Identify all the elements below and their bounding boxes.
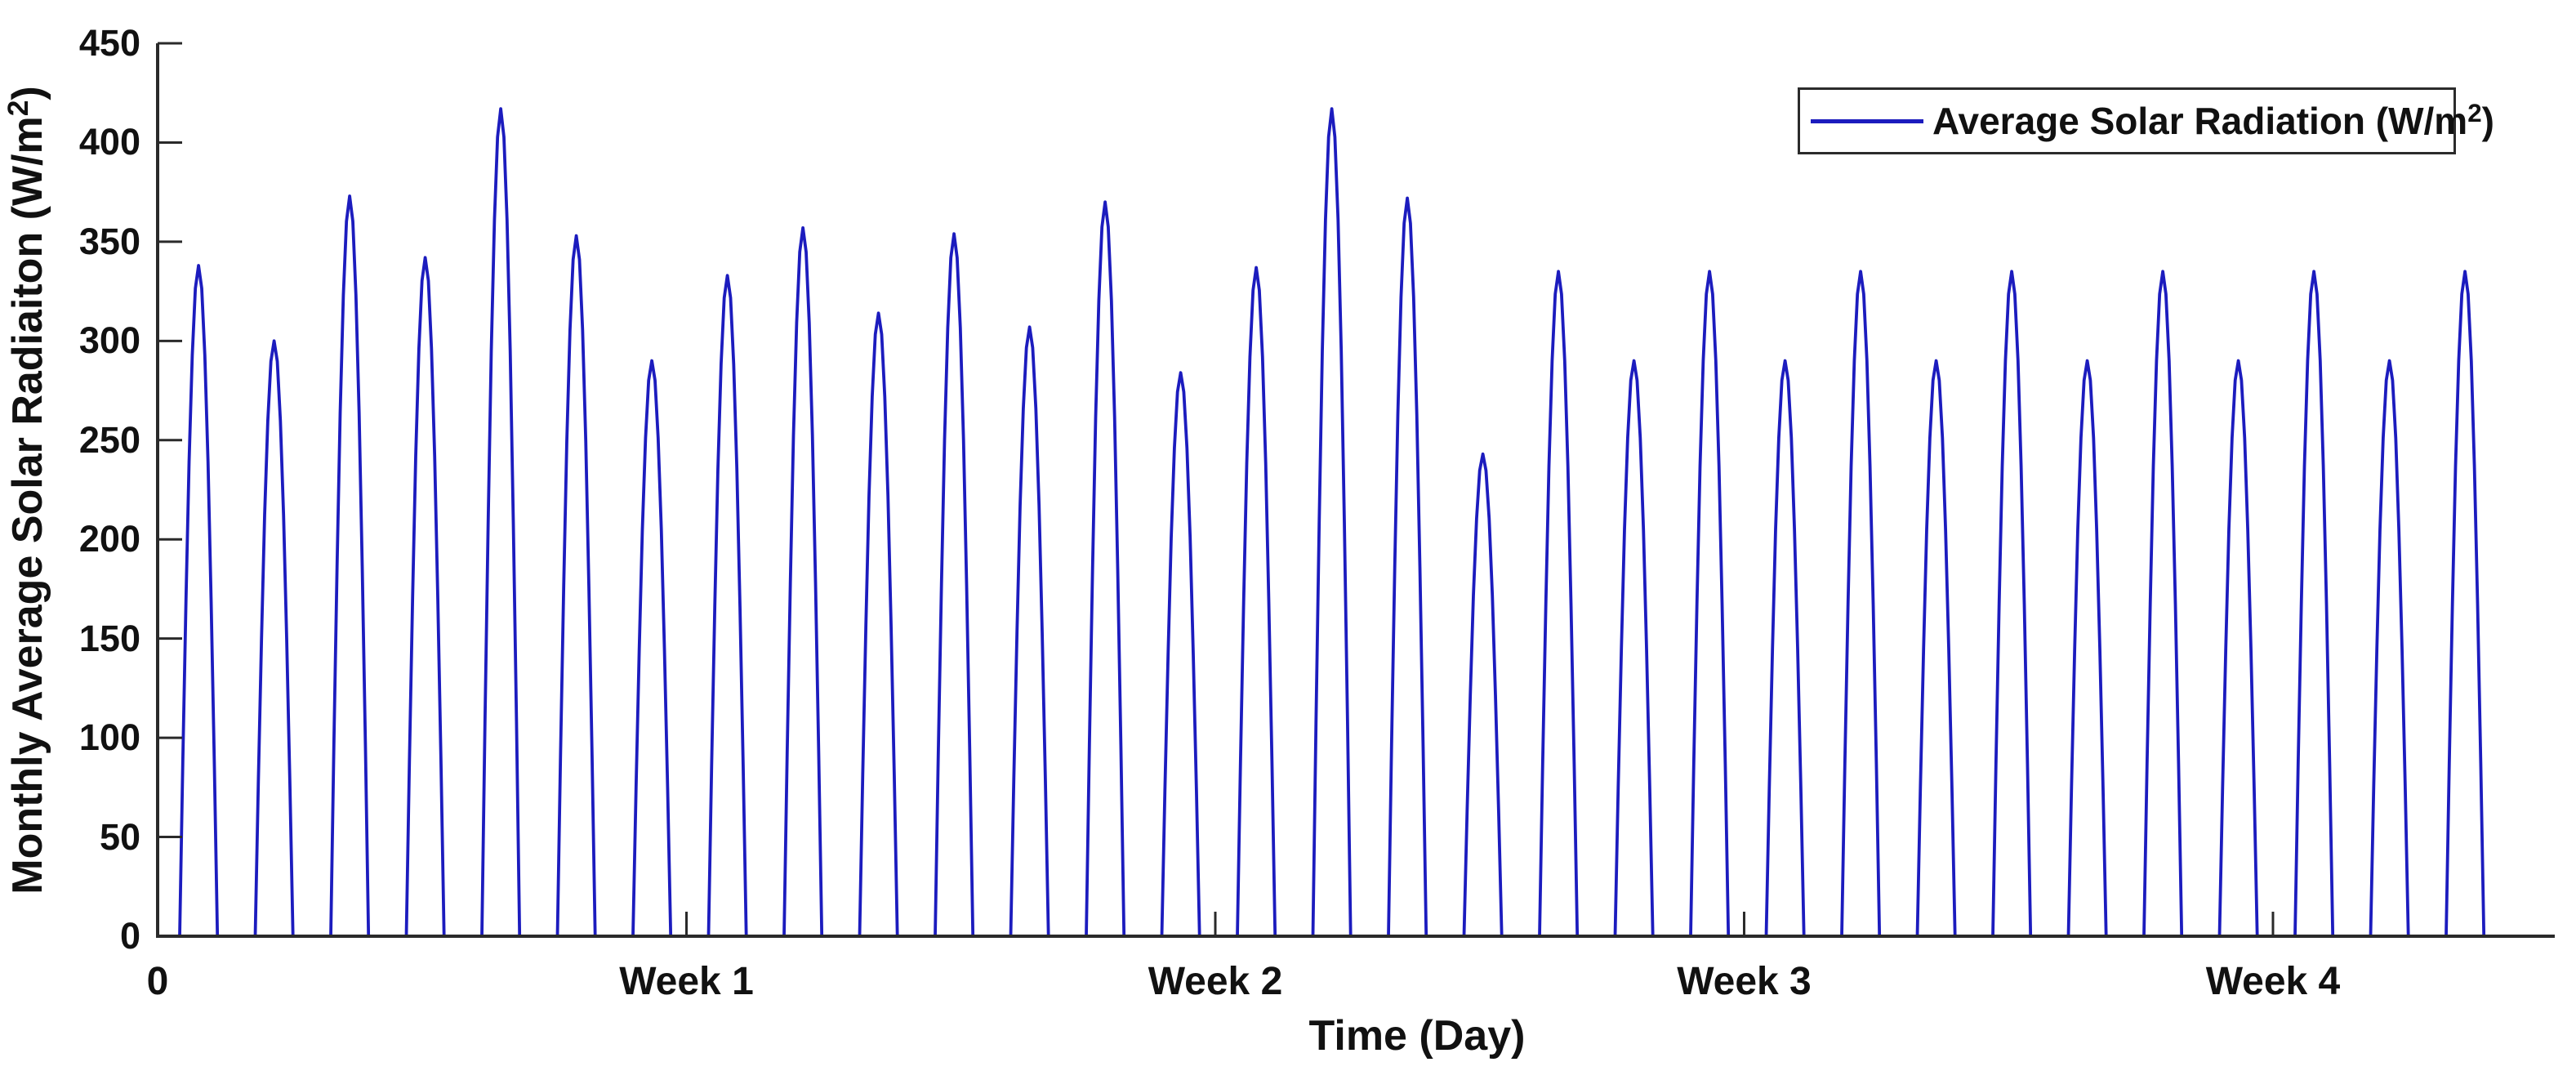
y-tick-label-300: 300 xyxy=(78,319,140,362)
x-tick-label-Week-1: Week 1 xyxy=(619,960,754,1003)
y-tick-label-400: 400 xyxy=(78,121,140,163)
legend-label-text: Average Solar Radiation (W/m xyxy=(1932,100,2468,142)
x-tick-label-Week-4: Week 4 xyxy=(2205,960,2341,1003)
y-tick-label-150: 150 xyxy=(78,617,140,659)
y-tick-label-0: 0 xyxy=(119,915,140,957)
legend-line-sample xyxy=(1811,118,1923,123)
x-tick-label-Week-3: Week 3 xyxy=(1677,960,1812,1003)
y-tick-label-250: 250 xyxy=(78,418,140,461)
y-tick-label-450: 450 xyxy=(78,22,140,64)
x-tick-label-0: 0 xyxy=(146,960,169,1003)
legend-label-superscript: 2 xyxy=(2467,99,2482,127)
legend-entry-label: Average Solar Radiation (W/m2) xyxy=(1932,99,2494,143)
x-tick-label-Week-2: Week 2 xyxy=(1148,960,1283,1003)
y-tick-label-100: 100 xyxy=(78,716,140,759)
y-axis-label-superscript: 2 xyxy=(2,100,35,117)
legend: Average Solar Radiation (W/m2) xyxy=(1798,87,2494,154)
x-axis-label: Time (Day) xyxy=(1308,1012,1526,1060)
legend-label-suffix: ) xyxy=(2481,100,2494,142)
radiation-line xyxy=(158,107,2555,938)
y-axis-label: Monthly Average Solar Radiaiton (W/m2) xyxy=(2,86,52,894)
y-axis-label-suffix: ) xyxy=(4,86,51,100)
y-tick-label-50: 50 xyxy=(99,815,140,858)
y-tick-label-200: 200 xyxy=(78,518,140,560)
y-tick-label-350: 350 xyxy=(78,220,140,262)
